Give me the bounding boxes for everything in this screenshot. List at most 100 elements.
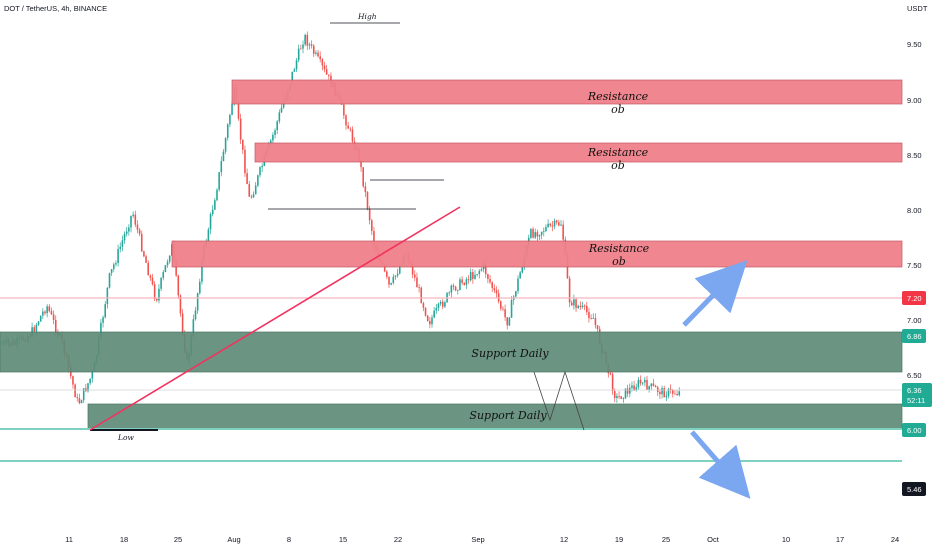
candle-body-208 [448,292,450,294]
candle-body-115 [248,184,251,197]
candle-body-268 [577,305,579,308]
candle-body-259 [558,222,560,226]
candle-body-277 [596,325,599,329]
candle-body-265 [570,302,573,306]
time-tick-18: 18 [120,535,128,544]
candle-body-228 [491,282,493,288]
candle-body-312 [672,390,674,394]
candle-body-200 [431,317,433,325]
candle-body-231 [497,293,500,302]
candle-body-234 [504,309,506,318]
candle-body-273 [588,312,590,319]
candle-body-111 [239,118,242,140]
candle-body-209 [450,285,453,293]
candle-body-146 [315,52,317,54]
candle-body-65 [140,233,143,252]
time-tick-25: 25 [174,535,182,544]
resistance-zone-2 [254,142,903,163]
time-tick-25b: 25 [662,535,670,544]
candle-body-198 [426,315,429,322]
candle-body-171 [368,208,371,221]
candle-body-295 [635,387,638,391]
candle-body-251 [540,231,543,235]
candle-body-271 [583,305,586,307]
candle-body-48 [104,304,106,318]
candle-body-274 [590,318,592,319]
low-label: Low [117,433,134,442]
candle-body-283 [609,373,612,375]
candle-body-302 [650,383,653,387]
candle-body-50 [108,272,111,288]
candle-body-90 [194,310,197,320]
candle-body-270 [581,305,584,307]
candle-body-92 [199,281,201,294]
candle-body-84 [181,313,184,335]
candle-body-53 [115,263,117,265]
price-tag-546-bg [902,482,926,496]
up-arrow [682,260,748,327]
candle-body-78 [168,255,171,262]
candle-body-229 [493,287,496,291]
candle-body-129 [278,112,281,122]
candle-body-150 [323,65,326,70]
candle-body-128 [276,121,278,131]
candle-body-294 [633,385,635,391]
time-tick-15: 15 [339,535,347,544]
candle-body-284 [611,374,614,392]
time-tick-11: 11 [65,535,73,544]
trendline[interactable] [89,206,461,431]
candle-body-104 [224,138,227,152]
candle-body-226 [487,274,489,280]
time-axis[interactable]: 11 18 25 Aug 8 15 22 Sep 12 19 25 Oct 10… [65,535,899,544]
candle-body-51 [110,269,113,273]
candle-body-73 [158,288,160,301]
candle-body-249 [536,232,539,237]
candle-body-37 [80,400,83,404]
resistance-zone-1 [231,79,903,105]
candle-body-19 [42,311,44,316]
candle-body-118 [254,185,257,195]
candle-body-203 [437,303,440,309]
candle-body-206 [444,302,446,307]
candle-body-52 [113,264,115,270]
candle-body-68 [147,262,149,276]
candle-body-163 [351,129,354,142]
candle-body-162 [349,128,352,130]
candle-body-58 [125,231,128,234]
candle-body-56 [121,240,124,247]
current-price-tag: 6.36 [907,386,922,395]
price-tick-650: 6.50 [907,371,922,380]
candle-body-40 [87,383,89,392]
candle-body-126 [272,134,274,141]
candle-body-96 [207,229,210,242]
candle-body-293 [631,385,633,388]
candle-body-143 [308,44,311,46]
candle-body-235 [506,317,509,326]
candle-body-272 [586,305,588,313]
candle-body-71 [153,284,156,299]
time-tick-17: 17 [836,535,844,544]
candle-body-151 [325,69,328,75]
candle-body-172 [371,220,373,231]
candle-body-236 [508,317,511,326]
candle-body-34 [74,384,76,398]
candle-body-77 [166,261,169,266]
resistance-zone-3 [171,240,903,268]
candle-body-178 [383,264,386,272]
candle-body-18 [39,315,42,322]
candle-body-100 [216,189,218,201]
candle-body-212 [457,289,459,291]
chart-title: DOT / TetherUS, 4h, BINANCE [4,4,108,13]
candle-body-182 [392,276,395,283]
down-arrow [690,430,751,499]
price-axis[interactable]: 9.50 9.00 8.50 8.00 7.50 7.00 6.50 [907,40,922,380]
current-price-tag-bg [902,383,932,407]
candle-body-286 [616,396,618,398]
time-tick-19: 19 [615,535,623,544]
candle-body-62 [134,214,137,225]
candle-body-211 [454,286,457,291]
candle-body-170 [366,192,369,209]
candle-body-24 [52,314,55,320]
candle-body-46 [100,322,102,337]
